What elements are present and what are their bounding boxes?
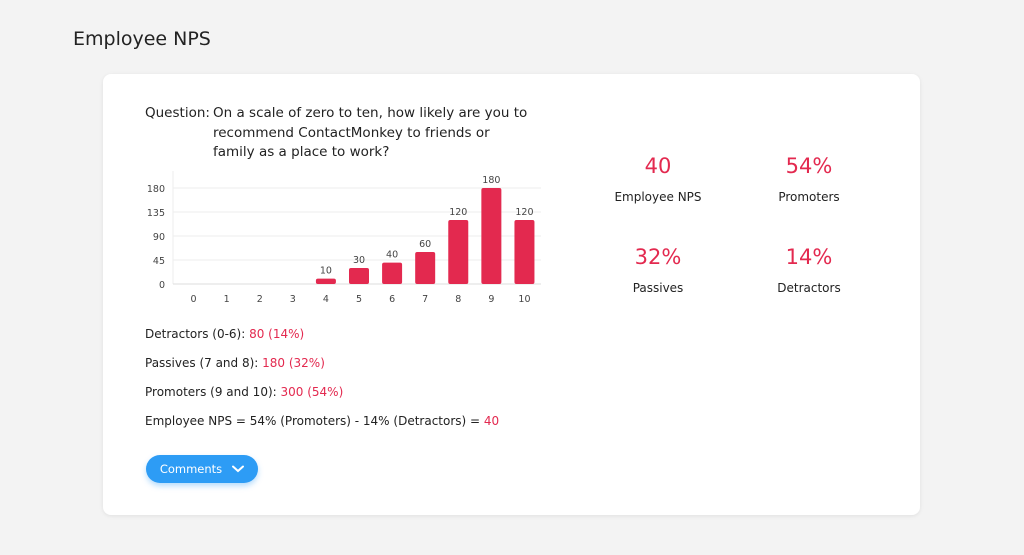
y-tick-label: 180 bbox=[147, 184, 165, 195]
x-tick-label: 3 bbox=[290, 294, 296, 305]
stat-value: 180 (32%) bbox=[262, 356, 325, 370]
data-label: 180 bbox=[482, 175, 500, 186]
kpi-label: Detractors bbox=[777, 281, 841, 295]
bar bbox=[514, 220, 535, 284]
bar bbox=[481, 188, 502, 284]
x-tick-label: 1 bbox=[224, 294, 230, 305]
x-tick-label: 6 bbox=[389, 294, 395, 305]
data-label: 120 bbox=[449, 207, 467, 218]
kpi-employee-nps: 40 Employee NPS bbox=[583, 154, 733, 204]
bar bbox=[382, 262, 403, 284]
kpi-value: 32% bbox=[634, 245, 682, 269]
stat-label: Passives (7 and 8): bbox=[145, 356, 263, 370]
data-label: 10 bbox=[320, 266, 332, 277]
bar bbox=[415, 252, 436, 284]
y-tick-label: 135 bbox=[147, 208, 165, 219]
x-tick-label: 7 bbox=[422, 294, 428, 305]
nps-bar-chart: 0 45 90 135 180 0 1 2 3 10 4 30 5 40 6 60 7 120 8 180 9 120 10 bbox=[147, 171, 541, 305]
stat-nps-formula: Employee NPS = 54% (Promoters) - 14% (De… bbox=[145, 414, 499, 443]
x-tick-label: 8 bbox=[455, 294, 461, 305]
stat-label: Promoters (9 and 10): bbox=[145, 385, 281, 399]
x-tick-label: 4 bbox=[323, 294, 329, 305]
nps-card: Question: On a scale of zero to ten, how… bbox=[103, 74, 920, 515]
comments-label: Comments bbox=[159, 462, 223, 476]
y-tick-label: 45 bbox=[153, 256, 165, 267]
kpi-label: Passives bbox=[632, 281, 684, 295]
stat-label: Detractors (0-6): bbox=[145, 327, 250, 341]
kpi-value: 54% bbox=[785, 154, 833, 178]
page-title: Employee NPS bbox=[73, 28, 211, 50]
x-tick-label: 0 bbox=[191, 294, 197, 305]
question-text: On a scale of zero to ten, how likely ar… bbox=[213, 105, 528, 160]
bar bbox=[349, 268, 369, 284]
stat-label: Employee NPS bbox=[145, 414, 233, 428]
question-label: Question: bbox=[145, 105, 210, 121]
bar bbox=[315, 278, 336, 284]
y-tick-label: 0 bbox=[159, 280, 165, 291]
kpi-promoters: 54% Promoters bbox=[734, 154, 884, 204]
stat-detractors: Detractors (0-6): 80 (14%) bbox=[145, 327, 499, 356]
bar bbox=[448, 220, 469, 284]
kpi-label: Promoters bbox=[778, 190, 840, 204]
x-tick-label: 2 bbox=[257, 294, 263, 305]
y-tick-label: 90 bbox=[153, 232, 165, 243]
stat-passives: Passives (7 and 8): 180 (32%) bbox=[145, 356, 499, 385]
data-label: 120 bbox=[515, 207, 533, 218]
stat-value: 40 bbox=[483, 414, 500, 428]
data-label: 40 bbox=[386, 250, 398, 261]
data-label: 30 bbox=[353, 255, 365, 266]
x-tick-label: 9 bbox=[488, 294, 494, 305]
stat-value: 80 (14%) bbox=[249, 327, 305, 341]
stat-value: 300 (54%) bbox=[280, 385, 344, 399]
kpi-value: 14% bbox=[785, 245, 833, 269]
x-tick-label: 5 bbox=[356, 294, 362, 305]
chevron-down-icon bbox=[232, 465, 245, 473]
kpi-detractors: 14% Detractors bbox=[734, 245, 884, 295]
kpi-label: Employee NPS bbox=[614, 190, 702, 204]
comments-button[interactable]: Comments bbox=[146, 455, 258, 483]
x-tick-label: 10 bbox=[518, 294, 530, 305]
stat-formula: = 54% (Promoters) - 14% (Detractors) = bbox=[232, 414, 484, 428]
stats-summary: Detractors (0-6): 80 (14%) Passives (7 a… bbox=[145, 327, 499, 443]
data-label: 60 bbox=[419, 239, 431, 250]
stat-promoters: Promoters (9 and 10): 300 (54%) bbox=[145, 385, 499, 414]
kpi-value: 40 bbox=[644, 154, 672, 178]
question: Question: On a scale of zero to ten, how… bbox=[145, 104, 533, 163]
kpi-passives: 32% Passives bbox=[583, 245, 733, 295]
